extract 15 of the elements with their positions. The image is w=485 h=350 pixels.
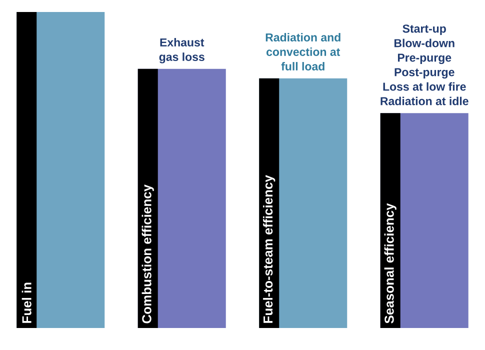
- annotation: gas loss: [159, 52, 204, 64]
- annotation: Start-up: [402, 24, 446, 35]
- x-tick-label: Fuel in: [22, 282, 32, 323]
- annotation: Post-purge: [394, 68, 454, 79]
- annotation: Blow-down: [394, 38, 454, 48]
- annotation: Exhaust: [160, 38, 204, 46]
- x-tick-label: Seasonal efficiency: [384, 203, 396, 324]
- annotation: convection at: [266, 48, 340, 56]
- x-tick-label: Fuel-to-steam efficiency: [263, 175, 276, 323]
- annotation: Pre-purge: [398, 54, 452, 64]
- annotation: Radiation at idle: [380, 96, 468, 106]
- annotation: Radiation and: [266, 33, 340, 42]
- annotation: Loss at low fire: [383, 82, 466, 91]
- x-tick-label: Combustion efficiency: [142, 184, 154, 324]
- annotation: full load: [281, 62, 324, 70]
